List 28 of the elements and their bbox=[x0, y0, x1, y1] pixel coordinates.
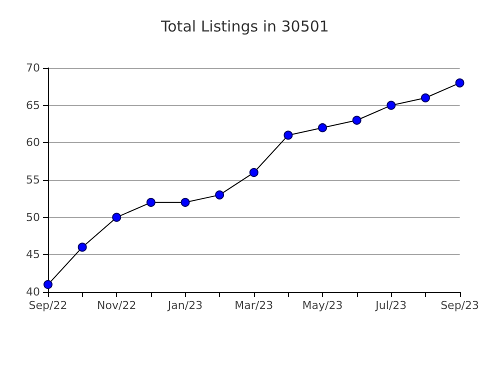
x-tick-label: Sep/23 bbox=[440, 299, 479, 312]
chart-title: Total Listings in 30501 bbox=[160, 18, 329, 36]
point bbox=[420, 93, 430, 102]
x-tick-label: May/23 bbox=[302, 299, 343, 312]
y-tick-label: 45 bbox=[26, 248, 40, 262]
point bbox=[215, 190, 224, 200]
x-tick-label: Nov/22 bbox=[97, 299, 136, 312]
point bbox=[455, 78, 464, 88]
point bbox=[249, 168, 258, 178]
y-tick-label: 40 bbox=[26, 286, 40, 298]
y-tick-label: 65 bbox=[26, 98, 40, 112]
point bbox=[284, 130, 293, 140]
point bbox=[78, 242, 87, 252]
x-tick-label: Jan/23 bbox=[166, 299, 203, 312]
y-tick-label: 60 bbox=[26, 136, 40, 150]
point bbox=[318, 123, 328, 132]
point bbox=[386, 100, 396, 110]
x-tick-label: Sep/22 bbox=[28, 299, 68, 312]
x-tick-label: Mar/23 bbox=[234, 299, 274, 312]
y-tick-label: 55 bbox=[26, 174, 40, 186]
point bbox=[352, 116, 362, 125]
point bbox=[112, 212, 122, 222]
y-tick-label: 70 bbox=[26, 62, 40, 74]
point bbox=[180, 198, 190, 207]
y-tick-label: 50 bbox=[26, 210, 40, 224]
point bbox=[146, 198, 156, 207]
x-tick-label: Jul/23 bbox=[374, 299, 407, 312]
point bbox=[44, 280, 52, 290]
